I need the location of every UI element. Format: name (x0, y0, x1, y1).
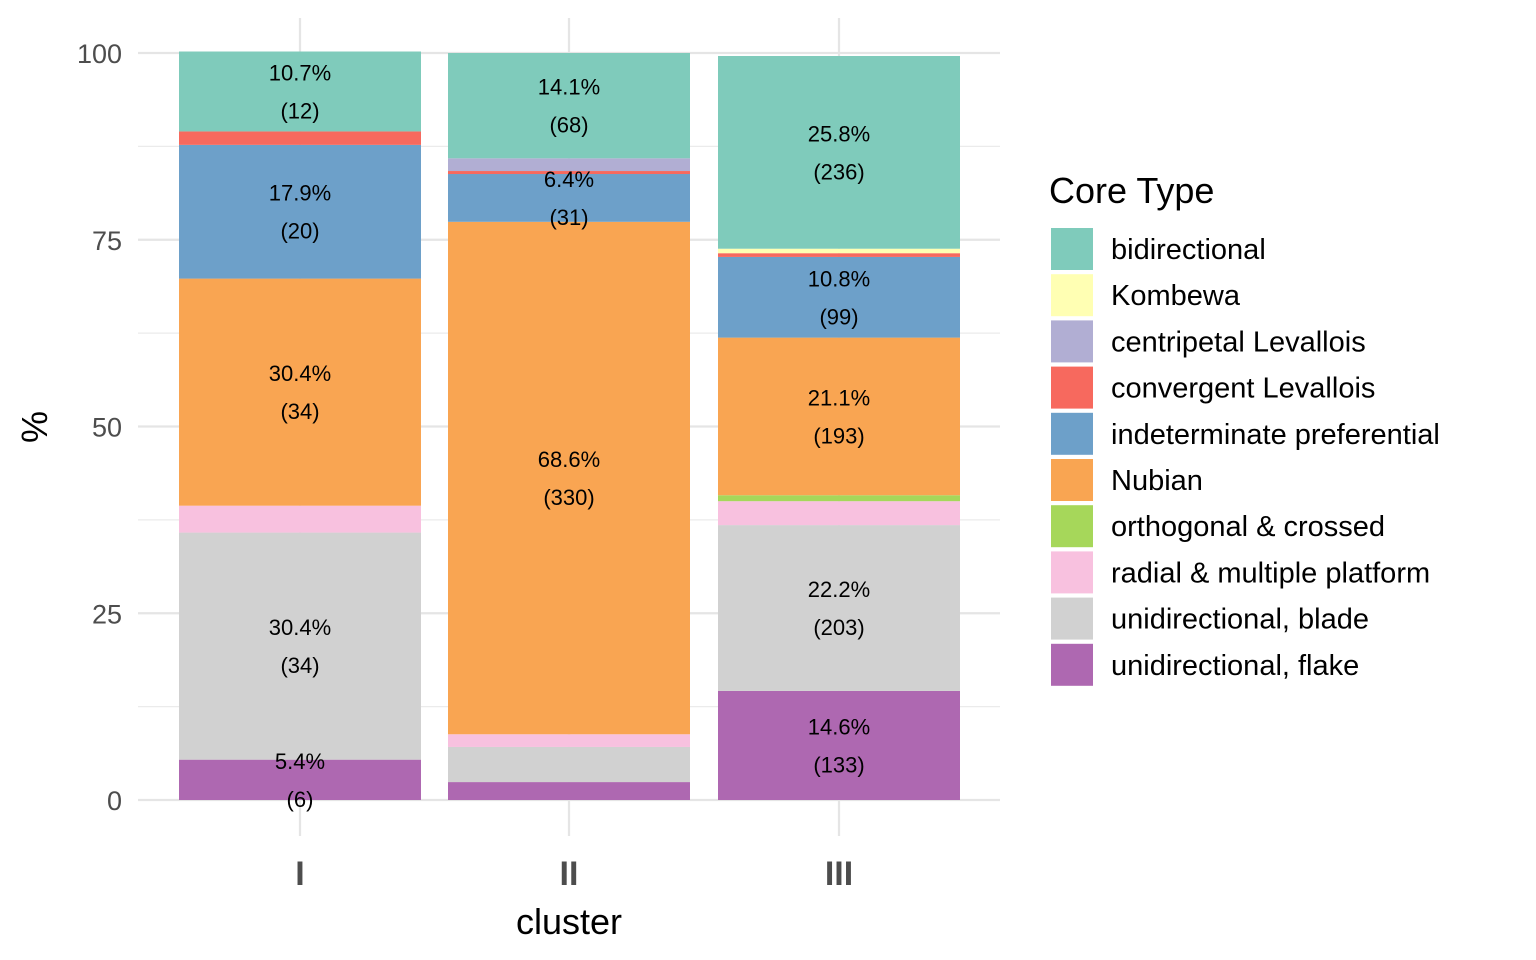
bar-segment (179, 278, 421, 506)
bar-segment (718, 501, 960, 526)
bar-segment (448, 221, 690, 735)
data-label-count: (193) (813, 423, 864, 448)
bar-segment (718, 337, 960, 496)
y-tick-label: 50 (92, 413, 122, 443)
bar-segment (179, 532, 421, 760)
y-tick-label: 100 (77, 39, 122, 69)
data-label-percent: 14.1% (538, 75, 600, 100)
bar-segment (179, 131, 421, 145)
data-label-percent: 10.7% (269, 60, 331, 85)
legend-key (1051, 320, 1093, 363)
data-label-count: (68) (549, 113, 588, 138)
data-label-count: (6) (287, 787, 314, 812)
bar-segment (448, 782, 690, 800)
data-label-percent: 10.8% (808, 266, 870, 291)
data-label-percent: 30.4% (269, 361, 331, 386)
data-label-count: (133) (813, 752, 864, 777)
x-axis-title: cluster (516, 901, 622, 942)
data-label-percent: 68.6% (538, 447, 600, 472)
bar-segment (448, 158, 690, 172)
data-label-count: (203) (813, 615, 864, 640)
data-labels-layer: 5.4% (6) 30.4% (34) 30.4% (34) 17.9% (20) 10.7% (… (269, 60, 870, 811)
legend-label: centripetal Levallois (1111, 326, 1366, 358)
legend-key (1051, 412, 1093, 455)
bar-segment (448, 746, 690, 783)
bar-segment (179, 51, 421, 132)
y-tick-label: 75 (92, 226, 122, 256)
data-label-percent: 30.4% (269, 615, 331, 640)
y-axis-title: % (14, 411, 55, 443)
bars-layer (179, 51, 960, 800)
bar-segment (718, 525, 960, 691)
bar-segment (718, 495, 960, 502)
data-label-count: (330) (543, 485, 594, 510)
legend-label: bidirectional (1111, 234, 1266, 266)
legend-key (1051, 228, 1093, 270)
legend-key (1051, 505, 1093, 548)
legend-label: unidirectional, blade (1111, 604, 1369, 636)
x-tick-label: III (825, 855, 853, 893)
data-label-count: (12) (280, 98, 319, 123)
bar-segment (179, 759, 421, 800)
data-label-count: (34) (280, 399, 319, 424)
data-label-percent: 17.9% (269, 181, 331, 206)
legend-label: convergent Levallois (1111, 373, 1375, 405)
data-label-count: (34) (280, 653, 319, 678)
y-tick-label: 0 (107, 786, 122, 816)
data-label-count: (99) (819, 304, 858, 329)
data-label-percent: 6.4% (544, 167, 594, 192)
bar-segment (448, 174, 690, 222)
legend-key (1051, 459, 1093, 501)
legend: Core Type bidirectional Kombewa centripeta… (1049, 170, 1440, 686)
data-label-percent: 21.1% (808, 385, 870, 410)
data-label-percent: 5.4% (275, 749, 325, 774)
legend-key (1051, 274, 1093, 317)
legend-label: unidirectional, flake (1111, 650, 1359, 682)
bar-segment (179, 505, 421, 533)
bar-segment (448, 734, 690, 747)
legend-label: orthogonal & crossed (1111, 511, 1385, 543)
legend-label: Nubian (1111, 465, 1203, 497)
bar-segment (448, 171, 690, 175)
bar-segment (448, 53, 690, 159)
legend-label: indeterminate preferential (1111, 419, 1440, 451)
bar-segment (718, 55, 960, 249)
data-label-percent: 14.6% (808, 714, 870, 739)
x-tick-label: II (560, 855, 579, 893)
bar-segment (718, 253, 960, 257)
legend-key (1051, 551, 1093, 594)
bar-segment (179, 144, 421, 279)
bar-segment (718, 248, 960, 254)
legend-label: Kombewa (1111, 280, 1241, 312)
data-label-count: (31) (549, 205, 588, 230)
data-label-count: (20) (280, 219, 319, 244)
x-tick-label: I (295, 855, 304, 893)
legend-title: Core Type (1049, 170, 1214, 211)
y-tick-label: 25 (92, 599, 122, 629)
legend-key (1051, 366, 1093, 409)
data-label-percent: 22.2% (808, 577, 870, 602)
data-label-count: (236) (813, 159, 864, 184)
data-label-percent: 25.8% (808, 121, 870, 146)
legend-key (1051, 597, 1093, 640)
bar-segment (718, 690, 960, 800)
legend-label: radial & multiple platform (1111, 557, 1430, 589)
bar-segment (718, 256, 960, 338)
legend-key (1051, 643, 1093, 686)
